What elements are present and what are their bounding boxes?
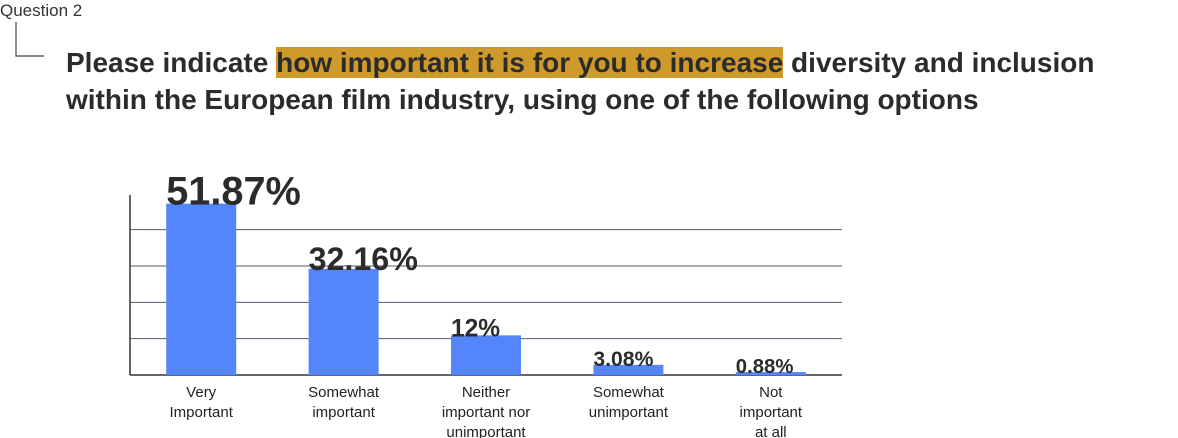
value-label: 51.87% — [166, 170, 301, 214]
bar — [451, 335, 521, 375]
bar — [735, 372, 806, 375]
value-label: 0.88% — [736, 356, 794, 378]
value-label: 3.08% — [593, 348, 653, 371]
x-tick-label: Very Important — [169, 384, 233, 421]
value-label: 12% — [451, 315, 500, 342]
x-tick-label: Somewhat unimportant — [588, 384, 668, 421]
bar — [166, 203, 237, 375]
x-tick-label: Neither important nor unimportant — [441, 384, 531, 438]
bracket — [15, 22, 44, 57]
question-label: Question 2 — [0, 1, 83, 20]
value-label: 32.16% — [309, 241, 418, 277]
bar — [593, 364, 664, 375]
title-highlight: how important it is for you to increase — [276, 47, 784, 78]
x-tick-label: Not important at all — [739, 384, 803, 438]
title-text: Please indicate — [66, 47, 277, 78]
title-text: diversity and inclusion within the Europ… — [66, 47, 1095, 115]
question-title: Please indicate how important it is for … — [66, 44, 1136, 118]
bar — [308, 268, 379, 375]
x-tick-label: Somewhat important — [308, 384, 380, 421]
